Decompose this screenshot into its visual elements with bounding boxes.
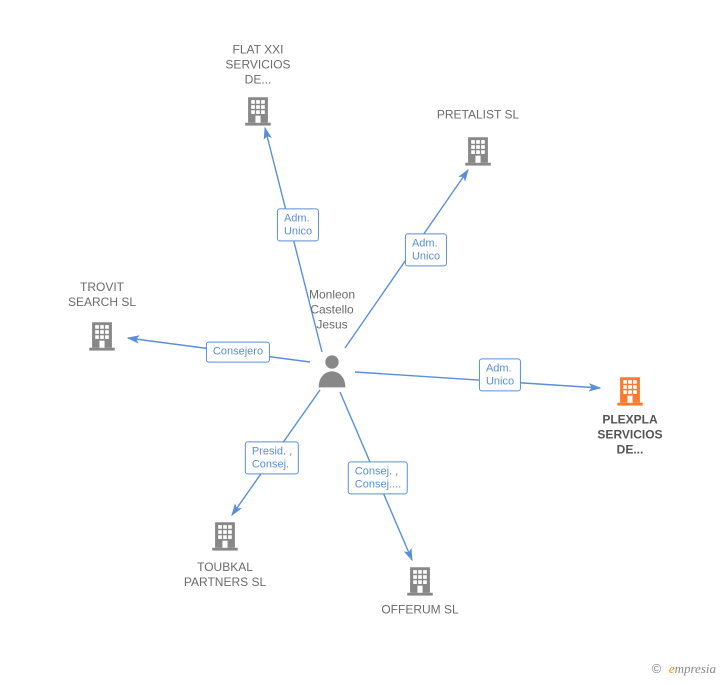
- company-icon-plexpla[interactable]: [613, 373, 647, 407]
- company-icon-trovit[interactable]: [85, 318, 119, 352]
- company-label-toubkal[interactable]: TOUBKAL PARTNERS SL: [184, 560, 266, 590]
- company-label-flat-xxi[interactable]: FLAT XXI SERVICIOS DE...: [225, 43, 290, 88]
- edge-label: Adm. Unico: [277, 208, 319, 241]
- edge-line: [355, 372, 600, 388]
- edge-label: Presid. , Consej.: [245, 441, 299, 474]
- company-icon-offerum[interactable]: [403, 563, 437, 597]
- person-icon[interactable]: [316, 352, 348, 388]
- edge-label: Consejero: [206, 342, 270, 363]
- company-label-trovit[interactable]: TROVIT SEARCH SL: [68, 280, 136, 310]
- network-diagram: Monleon Castello Jesus FLAT XXI SERVICIOS…: [0, 0, 728, 685]
- edge-label: Adm. Unico: [479, 358, 521, 391]
- center-person-label: Monleon Castello Jesus: [309, 288, 355, 333]
- watermark: © empresia: [652, 661, 716, 677]
- copyright-symbol: ©: [652, 661, 662, 676]
- company-label-plexpla[interactable]: PLEXPLA SERVICIOS DE...: [597, 413, 662, 458]
- edge-label: Consej. , Consej....: [348, 461, 408, 494]
- company-icon-pretalist[interactable]: [461, 133, 495, 167]
- company-label-pretalist[interactable]: PRETALIST SL: [437, 108, 519, 123]
- brand-rest: mpresia: [675, 661, 716, 676]
- company-icon-toubkal[interactable]: [208, 518, 242, 552]
- company-icon-flat-xxi[interactable]: [241, 93, 275, 127]
- company-label-offerum[interactable]: OFFERUM SL: [381, 603, 458, 618]
- edge-label: Adm. Unico: [405, 233, 447, 266]
